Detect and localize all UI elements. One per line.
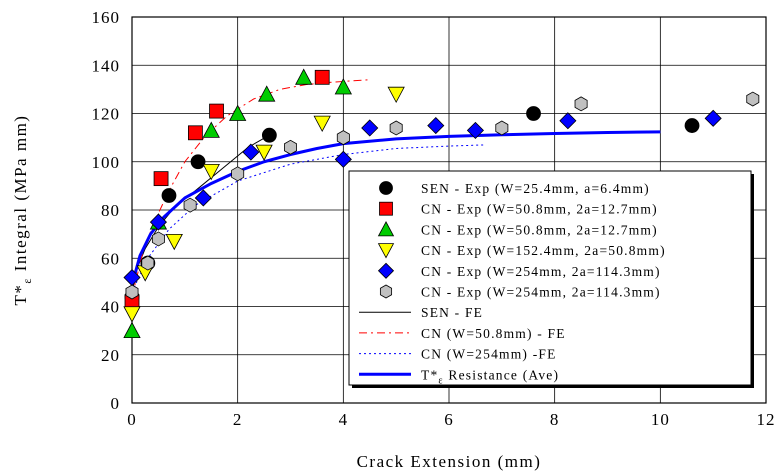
y-axis-label-sub: ε (20, 277, 34, 284)
data-point-series-4 (242, 143, 260, 161)
data-point-series-5 (141, 255, 155, 271)
x-tick-label: 0 (127, 410, 137, 429)
x-axis-label: Crack Extension (mm) (357, 452, 542, 471)
data-point-series-5 (746, 91, 760, 107)
data-point-series-4 (149, 213, 167, 231)
legend-label-2: CN - Exp (W=50.8mm, 2a=12.7mm) (421, 222, 658, 237)
data-point-series-0 (526, 106, 541, 121)
legend-label-8: CN (W=254mm) -FE (421, 347, 557, 362)
plot-frame (131, 16, 767, 404)
series-markers (123, 68, 760, 339)
legend-label-5: CN - Exp (W=254mm, 2a=114.3mm) (421, 285, 661, 300)
legend-marker-1 (379, 201, 393, 216)
data-point-series-5 (574, 96, 588, 112)
legend-label-6: SEN - FE (421, 305, 483, 320)
data-point-series-3 (255, 144, 273, 161)
legend-label-9: T*ε Resistance (Ave) (421, 367, 559, 386)
data-point-series-2 (258, 85, 276, 102)
x-axis-ticks: 0 2 4 6 8 10 12 (127, 410, 776, 429)
data-point-series-2 (295, 68, 313, 85)
data-point-series-3 (387, 86, 405, 104)
data-point-series-4 (361, 119, 379, 137)
data-point-series-5 (125, 284, 139, 300)
y-axis-label-main: T* (11, 284, 30, 306)
data-point-series-3 (202, 163, 220, 181)
x-tick-label: 8 (550, 410, 560, 429)
data-point-series-5 (495, 120, 509, 136)
y-axis-label: T*ε Integral (MPa mm) (11, 115, 34, 306)
data-point-series-4 (427, 116, 445, 135)
data-point-series-4 (704, 109, 722, 127)
data-point-series-2 (334, 78, 353, 95)
y-tick-label: 100 (92, 153, 121, 172)
data-point-series-1 (153, 171, 169, 187)
x-tick-label: 4 (339, 410, 349, 429)
data-point-series-1 (187, 125, 203, 141)
legend-label-1: CN - Exp (W=50.8mm, 2a=12.7mm) (421, 202, 658, 217)
legend-marker-4 (377, 262, 395, 279)
data-point-series-0 (161, 188, 177, 203)
y-tick-label: 0 (111, 394, 121, 413)
legend: SEN - Exp (W=25.4mm, a=6.4mm) CN - Exp (W… (348, 170, 754, 388)
data-point-series-2 (202, 121, 220, 138)
legend-label-0: SEN - Exp (W=25.4mm, a=6.4mm) (421, 181, 650, 196)
legend-label-sub: ε (438, 375, 443, 386)
y-tick-label: 120 (92, 105, 121, 124)
data-point-series-4 (334, 150, 352, 168)
data-point-series-1 (209, 103, 224, 119)
data-point-series-3 (123, 306, 141, 323)
x-tick-label: 2 (233, 410, 243, 429)
data-point-series-5 (183, 197, 197, 213)
y-tick-label: 140 (92, 56, 121, 75)
y-tick-label: 20 (101, 346, 120, 365)
data-point-series-4 (559, 112, 577, 130)
x-tick-label: 12 (757, 410, 776, 429)
legend-marker-5 (379, 284, 393, 299)
data-point-series-3 (165, 233, 183, 251)
y-tick-label: 40 (101, 298, 120, 317)
legend-label-3: CN - Exp (W=152.4mm, 2a=50.8mm) (421, 243, 666, 258)
y-tick-label: 80 (101, 201, 120, 220)
x-tick-label: 10 (651, 410, 670, 429)
data-point-series-5 (284, 139, 297, 155)
y-tick-label: 60 (101, 249, 120, 268)
data-point-series-5 (389, 120, 403, 136)
legend-marker-2 (377, 221, 395, 237)
data-point-series-0 (190, 154, 206, 170)
legend-marker-0 (379, 181, 393, 195)
legend-marker-3 (377, 243, 395, 259)
data-point-series-4 (466, 121, 484, 139)
data-point-series-5 (151, 231, 165, 247)
x-tick-label: 6 (444, 410, 454, 429)
y-tick-label: 160 (92, 8, 121, 27)
legend-box (348, 170, 752, 386)
legend-label-rest: Resistance (Ave) (444, 367, 559, 382)
data-point-series-2 (229, 104, 247, 121)
data-point-series-5 (231, 166, 245, 182)
legend-label-4: CN - Exp (W=254mm, 2a=114.3mm) (421, 264, 661, 279)
legend-label-main: T* (421, 367, 438, 382)
data-point-series-0 (261, 127, 277, 143)
y-axis-label-rest: Integral (MPa mm) (11, 115, 30, 278)
data-point-series-3 (313, 115, 331, 132)
data-point-series-5 (336, 130, 350, 146)
legend-label-7: CN (W=50.8mm) - FE (421, 326, 566, 341)
data-point-series-1 (314, 69, 330, 85)
data-point-series-0 (684, 118, 700, 133)
data-point-series-4 (194, 189, 212, 207)
data-point-series-2 (123, 321, 141, 339)
y-axis-ticks: 0 20 40 60 80 100 120 140 160 (92, 8, 121, 413)
